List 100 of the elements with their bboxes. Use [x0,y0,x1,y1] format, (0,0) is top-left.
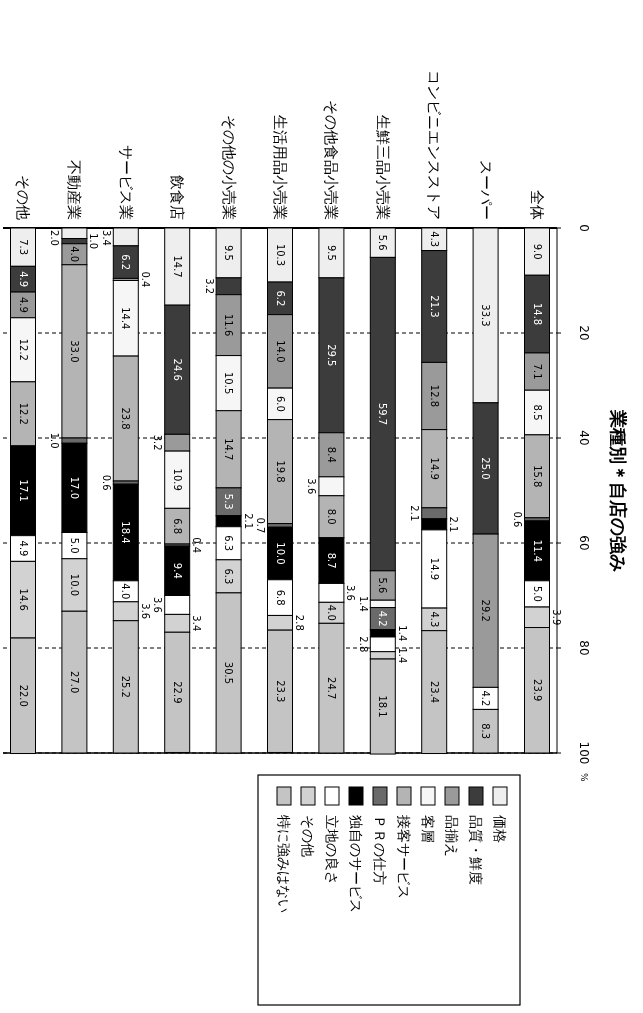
data-label: 7.3 [17,239,29,256]
data-label: 4.9 [17,540,29,557]
legend-label: 特に強みはない [276,815,292,913]
data-label: 0.6 [100,474,112,491]
data-label: 6.0 [274,395,286,412]
ylabel: % [579,773,589,782]
data-label: 11.6 [223,314,235,337]
category: 不動産業 [65,160,84,220]
category: 生活用品小売業 [271,115,289,220]
data-label: 12.2 [17,338,29,361]
data-label: 25.2 [120,675,132,698]
data-label: 14.8 [531,302,543,326]
data-label: 0.4 [191,537,203,554]
data-label: 12.8 [428,384,440,408]
data-label: 6.3 [223,535,235,552]
data-label: 5.0 [68,537,80,554]
data-label: 2.0 [49,230,61,246]
data-label: 30.5 [223,661,235,685]
data-label: 3.6 [306,478,318,495]
ytick: 20 [577,325,591,341]
data-label: 11.4 [531,539,543,562]
data-label: 4.0 [68,246,80,263]
legend-label: ＰＲの仕方 [372,815,388,885]
data-label: 1.4 [396,647,408,664]
category: 飲食店 [168,175,187,220]
data-label: 4.9 [17,296,29,313]
data-label: 1.0 [49,432,61,449]
data-label: 8.3 [480,723,492,740]
data-label: 0.6 [512,511,523,528]
data-label: 3.2 [152,434,164,451]
data-label: 5.6 [377,577,389,594]
data-label: 4.9 [17,271,29,288]
data-label: 23.3 [274,680,286,703]
data-label: 8.5 [531,404,543,421]
data-label: 19.8 [274,460,286,483]
category: その他食品小売業 [322,100,341,220]
legend-label: 独自のサービス [348,815,364,913]
title: 業種別＊自店の強み [607,409,629,572]
data-label: 2.1 [242,513,254,530]
data-label: 25.0 [480,457,492,480]
data-label: 8.7 [325,552,337,569]
data-label: 2.8 [294,614,305,631]
data-label: 21.3 [428,295,440,318]
data-label: 14.9 [428,457,440,480]
ytick: 40 [577,430,591,446]
data-label: 6.2 [120,254,132,271]
data-label: 5.6 [377,234,389,251]
ytick: 0 [577,224,591,232]
category: 生鮮三品小売業 [373,115,392,220]
data-label: 3.9 [551,609,562,626]
ytick: 60 [577,535,591,551]
data-label: 10.9 [171,468,183,491]
ytick: 100 [577,741,591,765]
data-label: 9.5 [223,245,235,261]
data-label: 6.8 [274,589,286,606]
data-label: 22.9 [171,681,183,704]
data-label: 14.7 [223,438,235,461]
data-label: 27.0 [68,671,80,694]
category: サービス業 [116,145,135,220]
data-label: 2.8 [357,636,369,653]
data-label: 9.5 [325,245,337,261]
data-label: 9.4 [171,562,183,579]
ytick: 80 [577,640,591,656]
data-label: 3.6 [152,597,164,613]
category: その他の小売業 [219,115,238,220]
data-label: 18.1 [377,695,389,718]
data-label: 1.4 [357,595,369,612]
data-label: 10.5 [223,372,235,395]
data-label: 6.2 [274,290,286,307]
data-label: 4.3 [428,231,440,248]
data-label: 3.4 [191,615,203,632]
data-label: 33.0 [68,340,80,363]
data-label: 17.1 [17,479,29,502]
data-label: 3.6 [139,603,151,620]
data-label: 0.7 [255,517,266,534]
legend-label: 品揃え [444,815,460,857]
data-label: 15.8 [531,465,543,488]
data-label: 23.9 [531,679,543,702]
data-label: 10.3 [274,243,286,267]
legend-label: 接客サービス [396,815,412,899]
data-label: 6.8 [171,518,183,535]
data-label: 5.3 [223,493,235,510]
legend-label: 客層 [420,815,436,843]
data-label: 4.0 [325,604,337,621]
data-label: 17.0 [68,476,80,499]
data-label: 3.6 [345,584,357,601]
data-label: 4.2 [377,610,389,627]
data-label: 29.2 [480,599,492,622]
data-label: 4.2 [480,690,492,707]
legend-label: 品質・鮮度 [468,815,484,885]
data-label: 2.1 [409,505,421,522]
data-label: 24.7 [325,677,337,700]
data-label: 7.1 [531,363,543,380]
data-label: 9.0 [531,243,543,260]
data-label: 23.4 [428,680,440,704]
data-label: 10.0 [68,573,80,597]
data-label: 14.9 [428,557,440,581]
data-label: 23.8 [120,407,132,430]
category: スーパー [476,160,495,220]
data-label: 8.0 [325,508,337,525]
